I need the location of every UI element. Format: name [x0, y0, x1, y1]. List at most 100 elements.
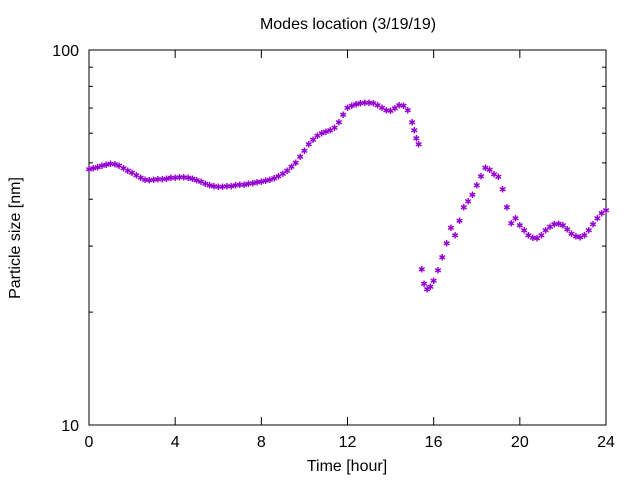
data-point: ✱ [447, 224, 455, 234]
data-point: ✱ [309, 136, 317, 146]
data-point: ✱ [357, 100, 365, 110]
data-point: ✱ [370, 100, 378, 110]
data-point: ✱ [352, 100, 360, 110]
data-point: ✱ [275, 172, 283, 182]
data-point: ✱ [326, 127, 334, 137]
data-point: ✱ [473, 182, 481, 192]
data-point: ✱ [189, 175, 197, 185]
data-point: ✱ [413, 135, 421, 145]
axes: 0 4 8 12 16 20 24 10 100 [52, 43, 615, 451]
data-point: ✱ [146, 176, 154, 186]
data-point: ✱ [240, 181, 248, 191]
data-point: ✱ [344, 104, 352, 114]
x-axis-label: Time [hour] [307, 458, 387, 475]
data-point: ✱ [542, 227, 550, 237]
data-point: ✱ [395, 101, 403, 111]
data-point: ✱ [197, 178, 205, 188]
data-point: ✱ [214, 183, 222, 193]
data-point: ✱ [538, 232, 546, 242]
data-point: ✱ [124, 167, 132, 177]
data-point: ✱ [387, 107, 395, 117]
data-point: ✱ [551, 221, 559, 231]
data-point: ✱ [602, 207, 610, 217]
data-point: ✱ [227, 182, 235, 192]
data-point: ✱ [318, 129, 326, 139]
data-point: ✱ [415, 140, 423, 150]
data-point: ✱ [400, 102, 408, 112]
data-point: ✱ [258, 178, 266, 188]
x-tick-label: 0 [85, 434, 94, 451]
y-axis-label: Particle size [nm] [7, 177, 24, 299]
data-point: ✱ [253, 179, 261, 189]
data-point: ✱ [120, 165, 128, 175]
data-point: ✱ [439, 253, 447, 263]
data-point: ✱ [495, 173, 503, 183]
data-point: ✱ [516, 222, 524, 232]
data-point: ✱ [279, 170, 287, 180]
data-point: ✱ [507, 219, 515, 229]
data-point: ✱ [141, 176, 149, 186]
y-tick-label: 10 [61, 418, 79, 435]
data-point: ✱ [206, 182, 214, 192]
y-tick-label: 100 [52, 43, 79, 60]
data-point: ✱ [322, 128, 330, 138]
data-point: ✱ [456, 217, 464, 227]
data-point: ✱ [383, 106, 391, 116]
data-point: ✱ [94, 164, 102, 174]
data-point: ✱ [533, 235, 541, 245]
data-point: ✱ [283, 167, 291, 177]
data-point: ✱ [589, 221, 597, 231]
data-point: ✱ [180, 174, 188, 184]
data-point: ✱ [223, 183, 231, 193]
data-point: ✱ [262, 177, 270, 187]
data-point: ✱ [236, 181, 244, 191]
data-point: ✱ [408, 119, 416, 129]
data-point: ✱ [469, 191, 477, 201]
data-point: ✱ [331, 124, 339, 134]
x-tick-label: 4 [171, 434, 180, 451]
data-point: ✱ [420, 280, 428, 290]
data-point: ✱ [434, 267, 442, 277]
x-tick-label: 8 [257, 434, 266, 451]
data-point: ✱ [158, 175, 166, 185]
data-point: ✱ [525, 232, 533, 242]
data-point: ✱ [423, 285, 431, 295]
data-point: ✱ [288, 163, 296, 173]
data-point: ✱ [512, 215, 520, 225]
data-point: ✱ [348, 102, 356, 112]
data-point: ✱ [98, 162, 106, 172]
data-point: ✱ [128, 169, 136, 179]
chart-title: Modes location (3/19/19) [260, 16, 436, 33]
data-point: ✱ [374, 101, 382, 111]
data-point: ✱ [460, 204, 468, 214]
data-point: ✱ [365, 99, 373, 109]
data-point: ✱ [563, 226, 571, 236]
data-point: ✱ [314, 132, 322, 142]
data-point: ✱ [430, 277, 438, 287]
data-point: ✱ [598, 210, 606, 220]
data-points: ✱✱✱✱✱✱✱✱✱✱✱✱✱✱✱✱✱✱✱✱✱✱✱✱✱✱✱✱✱✱✱✱✱✱✱✱✱✱✱✱… [85, 99, 610, 295]
data-point: ✱ [176, 174, 184, 184]
x-tick-label: 24 [597, 434, 615, 451]
data-point: ✱ [133, 171, 141, 181]
data-point: ✱ [115, 162, 123, 172]
data-point: ✱ [503, 204, 511, 214]
data-point: ✱ [163, 175, 171, 185]
data-point: ✱ [232, 182, 240, 192]
x-tick-label: 12 [339, 434, 357, 451]
data-point: ✱ [443, 239, 451, 249]
data-point: ✱ [576, 234, 584, 244]
data-point: ✱ [486, 166, 494, 176]
data-point: ✱ [193, 176, 201, 186]
data-point: ✱ [546, 223, 554, 233]
data-point: ✱ [210, 183, 218, 193]
x-tick-label: 20 [511, 434, 529, 451]
data-point: ✱ [594, 215, 602, 225]
data-point: ✱ [90, 165, 98, 175]
data-point: ✱ [520, 227, 528, 237]
data-point: ✱ [184, 174, 192, 184]
data-point: ✱ [154, 176, 162, 186]
data-point: ✱ [270, 175, 278, 185]
x-tick-label: 16 [425, 434, 443, 451]
data-point: ✱ [477, 172, 485, 182]
